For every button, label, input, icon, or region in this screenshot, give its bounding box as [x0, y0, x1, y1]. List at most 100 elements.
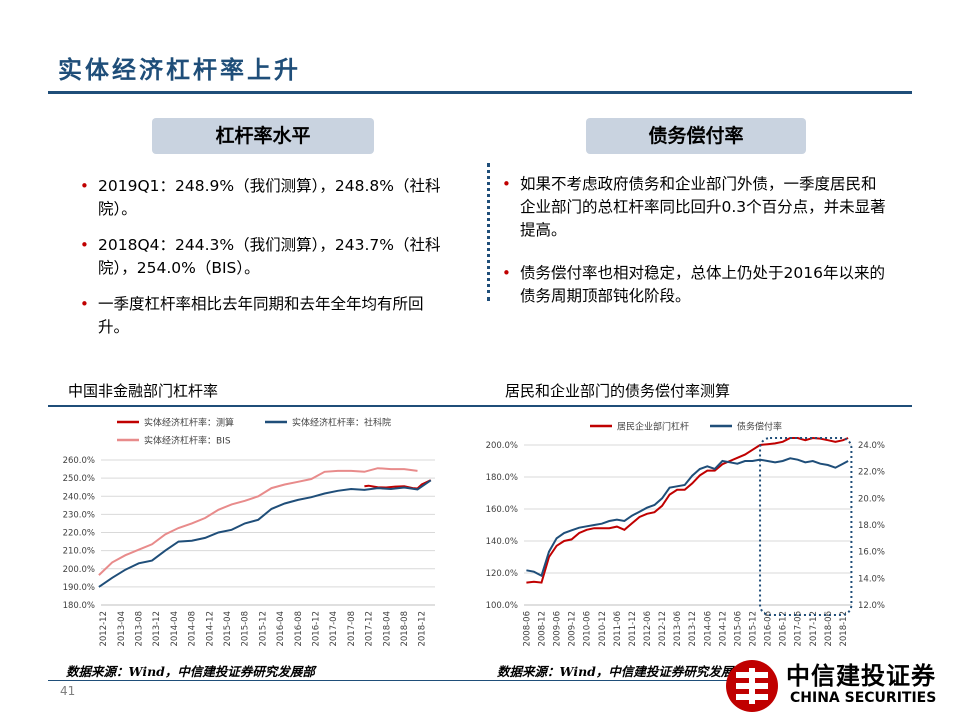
x-tick-label: 2013-04: [117, 611, 127, 647]
bullet-dot-icon: •: [80, 236, 89, 254]
y-tick-label: 250.0%: [63, 474, 95, 484]
series-lines: [98, 467, 432, 588]
left-section-heading: 杠杆率水平: [152, 118, 374, 154]
x-tick-label: 2015-12: [749, 611, 759, 647]
x-tick-label: 2015-06: [733, 611, 743, 647]
dotted-highlight-box: [759, 437, 853, 616]
y-tick-label-left: 180.0%: [486, 473, 518, 483]
x-tick-label: 2016-12: [312, 611, 322, 647]
legend-label: 居民企业部门杠杆: [617, 421, 689, 433]
legend: 居民企业部门杠杆 债务偿付率: [590, 421, 782, 433]
highlight-annotation: [759, 437, 853, 616]
x-tick-label: 2012-12: [99, 611, 109, 647]
y-tick-label: 230.0%: [63, 510, 95, 520]
y-tick-label-right: 20.0%: [858, 494, 885, 504]
x-tick-label: 2018-12: [418, 611, 428, 647]
x-tick-label: 2013-12: [152, 611, 162, 647]
legend-label: 实体经济杠杆率：BIS: [144, 435, 231, 447]
x-tick-label: 2018-08: [400, 611, 410, 647]
bullet-item: • 2019Q1：248.9%（我们测算），248.8%（社科院）。: [80, 177, 441, 218]
y-tick-label: 210.0%: [63, 547, 95, 557]
y-tick-label-left: 100.0%: [486, 601, 518, 611]
x-tick-label: 2009-12: [568, 611, 578, 647]
series-line: [364, 479, 432, 490]
y-tick-label: 190.0%: [63, 583, 95, 593]
y-tick-label: 200.0%: [63, 565, 95, 575]
grid: [524, 444, 852, 606]
series-lines: [526, 436, 849, 584]
x-tick-label: 2017-08: [347, 611, 357, 647]
y-tick-label-right: 12.0%: [858, 601, 885, 611]
x-tick-label: 2008-12: [537, 611, 547, 647]
series-line: [98, 479, 432, 588]
source-note: 数据来源：Wind，中信建投证券研究发展部: [66, 664, 315, 679]
x-tick-label: 2013-08: [135, 611, 145, 647]
right-chart-title: 居民和企业部门的债务偿付率测算: [505, 382, 731, 400]
slide-title: 实体经济杠杆率上升: [58, 55, 301, 84]
x-tick-label: 2017-12: [809, 611, 819, 647]
logo-text-en: CHINA SECURITIES: [790, 690, 937, 706]
bullet-item: • 如果不考虑政府债务和企业部门外债，一季度居民和企业部门的总杠杆率同比回升0.3…: [502, 175, 886, 239]
china-securities-logo-icon: [726, 660, 778, 712]
legend-label: 实体经济杠杆率：测算: [144, 417, 234, 429]
legend-label: 实体经济杠杆率：社科院: [292, 417, 391, 429]
y-tick-label-left: 120.0%: [486, 569, 518, 579]
left-bullet-list: • 2019Q1：248.9%（我们测算），248.8%（社科院）。 • 2018Q…: [78, 175, 443, 352]
grid: [101, 459, 435, 606]
x-tick-label: 2016-08: [294, 611, 304, 647]
y-tick-label-right: 18.0%: [858, 521, 885, 531]
y-tick-label: 260.0%: [63, 456, 95, 466]
x-tick-label: 2015-12: [258, 611, 268, 647]
series-line: [526, 457, 849, 578]
x-tick-label: 2008-06: [522, 611, 532, 647]
axes: 180.0% 190.0% 200.0% 210.0% 220.0% 230.0% 240.…: [63, 456, 435, 647]
x-tick-label: 2014-12: [205, 611, 215, 647]
x-tick-label: 2014-08: [188, 611, 198, 647]
title-divider: [48, 91, 912, 94]
x-tick-label: 2015-08: [241, 611, 251, 647]
x-tick-label: 2012-06: [643, 611, 653, 647]
bullet-item: • 债务偿付率也相对稳定，总体上仍处于2016年以来的债务周期顶部钝化阶段。: [502, 264, 885, 305]
y-tick-label: 180.0%: [63, 601, 95, 611]
x-tick-label: 2010-12: [598, 611, 608, 647]
x-tick-label: 2016-04: [276, 611, 286, 647]
left-chart-title: 中国非金融部门杠杆率: [68, 382, 219, 400]
bullet-dot-icon: •: [502, 175, 511, 193]
x-tick-label: 2011-12: [628, 611, 638, 647]
x-tick-label: 2017-06: [794, 611, 804, 647]
bullet-dot-icon: •: [80, 295, 89, 313]
legend-label: 债务偿付率: [737, 421, 782, 433]
x-tick-label: 2012-12: [658, 611, 668, 647]
x-tick-label: 2018-04: [382, 611, 392, 647]
x-tick-label: 2011-06: [613, 611, 623, 647]
footer-divider: [48, 680, 738, 681]
x-tick-label: 2014-04: [170, 611, 180, 647]
bullet-item: • 一季度杠杆率相比去年同期和去年全年均有所回升。: [80, 295, 424, 336]
x-tick-label: 2014-12: [718, 611, 728, 647]
x-tick-label: 2010-06: [583, 611, 593, 647]
x-tick-label: 2015-04: [223, 611, 233, 647]
y-tick-label-left: 160.0%: [486, 505, 518, 515]
x-tick-label: 2017-12: [365, 611, 375, 647]
x-tick-label: 2018-06: [824, 611, 834, 647]
right-section-heading: 债务偿付率: [586, 118, 806, 154]
bullet-dot-icon: •: [502, 264, 511, 282]
y-tick-label-right: 16.0%: [858, 548, 885, 558]
x-tick-label: 2014-06: [703, 611, 713, 647]
x-tick-label: 2013-12: [688, 611, 698, 647]
section-divider: [487, 163, 490, 301]
bullet-dot-icon: •: [80, 177, 89, 195]
y-tick-label: 240.0%: [63, 492, 95, 502]
y-tick-label-right: 14.0%: [858, 574, 885, 584]
x-tick-label: 2013-06: [673, 611, 683, 647]
logo-text-cn: 中信建投证券: [786, 662, 936, 690]
x-tick-label: 2009-06: [553, 611, 563, 647]
source-note: 数据来源：Wind，中信建投证券研究发展部: [497, 664, 746, 679]
chart-divider: [48, 405, 912, 407]
y-tick-label-left: 200.0%: [486, 441, 518, 451]
x-tick-label: 2017-04: [329, 611, 339, 647]
right-bullet-list: • 如果不考虑政府债务和企业部门外债，一季度居民和企业部门的总杠杆率同比回升0.3…: [500, 173, 890, 321]
leverage-chart: 180.0% 190.0% 200.0% 210.0% 220.0% 230.0% 240.…: [63, 417, 435, 647]
x-tick-label: 2016-12: [779, 611, 789, 647]
